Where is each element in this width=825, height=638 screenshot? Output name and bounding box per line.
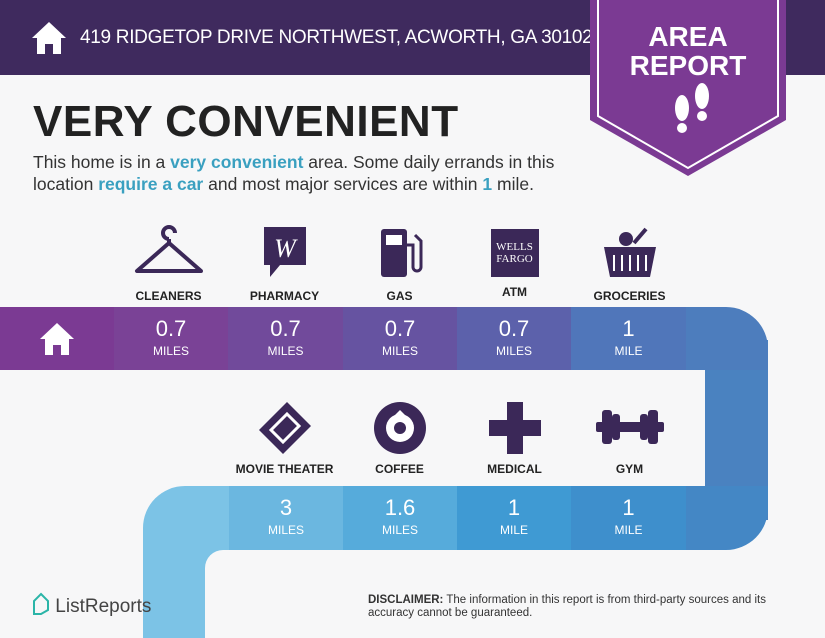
starbucks-icon (373, 402, 426, 454)
cleaners-distance: 0.7 MILES (114, 307, 228, 370)
gym-distance: 1 MILE (571, 486, 686, 550)
medical-distance: 1 MILE (457, 486, 571, 550)
address: 419 RIDGETOP DRIVE NORTHWEST, ACWORTH, G… (80, 27, 593, 48)
path-inner-gap-2 (205, 550, 305, 638)
coffee-distance: 1.6 MILES (343, 486, 457, 550)
walgreens-icon: W (263, 227, 306, 277)
home-icon (32, 22, 66, 54)
coffee-item: COFFEE (342, 400, 457, 476)
atm-distance: 0.7 MILES (457, 307, 571, 370)
disclaimer: DISCLAIMER: The information in this repo… (368, 594, 766, 619)
medical-item: MEDICAL (457, 400, 572, 476)
home-cell (0, 307, 114, 370)
atm-item: WELLS FARGO ATM (457, 225, 572, 299)
home-icon (40, 323, 74, 355)
pharmacy-item: W PHARMACY (227, 225, 342, 303)
gas-item: GAS (342, 225, 457, 303)
wells-fargo-icon: WELLS FARGO (490, 229, 539, 277)
listreports-icon (33, 592, 49, 615)
area-report-badge (590, 0, 786, 176)
groceries-item: GROCERIES (572, 225, 687, 303)
listreports-logo: ListReports (32, 592, 151, 618)
path-corner-bottom (686, 486, 768, 550)
dumbbell-icon (595, 410, 664, 444)
cleaners-item: CLEANERS (111, 225, 226, 303)
pharmacy-distance: 0.7 MILES (228, 307, 343, 370)
summary: This home is in a very convenient area. … (33, 152, 555, 194)
movie-item: MOVIE THEATER (227, 400, 342, 476)
basket-icon (603, 227, 656, 277)
badge-text: AREA REPORT (629, 21, 747, 81)
groceries-distance: 1 MILE (571, 307, 686, 370)
footprints-icon (675, 83, 709, 133)
gas-pump-icon (380, 229, 422, 277)
page-title: VERY CONVENIENT (33, 97, 459, 146)
hanger-icon (134, 225, 203, 273)
cross-icon (488, 402, 541, 454)
path-corner-top (686, 307, 768, 370)
ticket-icon (258, 402, 311, 454)
svg-text:W: W (274, 234, 298, 263)
movie-distance: 3 MILES (229, 486, 343, 550)
gas-distance: 0.7 MILES (343, 307, 457, 370)
gym-item: GYM (572, 400, 687, 476)
